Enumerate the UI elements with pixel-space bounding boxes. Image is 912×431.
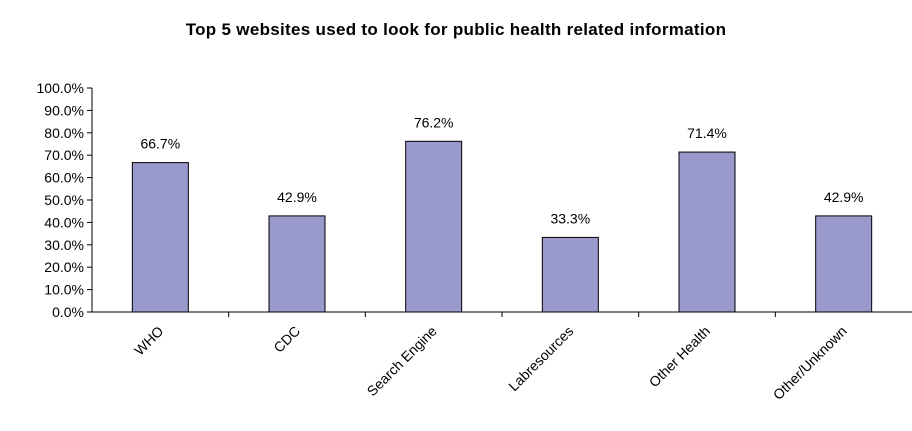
category-labels: WHO CDC Search Engine Labresources Other Hea…	[131, 323, 850, 403]
y-tick-label: 80.0%	[44, 125, 84, 141]
y-axis: 0.0% 10.0% 20.0% 30.0% 40.0% 50.0% 60.0% 70.0% 8…	[37, 80, 93, 320]
y-tick-label: 10.0%	[44, 282, 84, 298]
x-category-label: WHO	[131, 323, 167, 359]
data-label: 42.9%	[277, 189, 317, 205]
data-label: 42.9%	[824, 189, 864, 205]
bar-other-unknown	[815, 215, 873, 313]
y-tick-label: 30.0%	[44, 237, 84, 253]
y-tick-label: 20.0%	[44, 259, 84, 275]
chart-title: Top 5 websites used to look for public h…	[185, 20, 727, 39]
x-category-label: Other Health	[646, 323, 713, 390]
data-label: 66.7%	[140, 136, 180, 152]
bars	[131, 140, 873, 313]
bar-search-engine	[405, 140, 463, 313]
x-category-label: Search Engine	[364, 323, 440, 399]
x-category-label: CDC	[270, 323, 303, 356]
y-tick-label: 0.0%	[52, 304, 84, 320]
y-tick-label: 60.0%	[44, 170, 84, 186]
data-labels: 66.7% 42.9% 76.2% 33.3% 71.4% 42.9%	[140, 114, 863, 226]
x-category-label: Labresources	[505, 323, 576, 394]
data-label: 71.4%	[687, 125, 727, 141]
bar-labresources	[541, 236, 599, 313]
y-tick-label: 50.0%	[44, 192, 84, 208]
bar-cdc	[268, 215, 326, 313]
y-tick-label: 40.0%	[44, 214, 84, 230]
x-axis	[92, 311, 912, 317]
data-label: 33.3%	[550, 210, 590, 226]
y-tick-label: 90.0%	[44, 102, 84, 118]
bar-who	[131, 162, 189, 313]
y-tick-label: 70.0%	[44, 147, 84, 163]
x-category-label: Other/Unknown	[770, 323, 850, 403]
data-label: 76.2%	[414, 114, 454, 130]
bar-other-health	[678, 151, 736, 313]
y-tick-label: 100.0%	[37, 80, 84, 96]
